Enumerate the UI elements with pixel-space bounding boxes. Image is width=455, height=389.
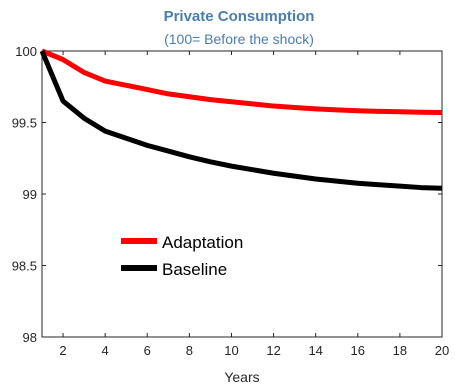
chart-title: Private Consumption bbox=[164, 8, 315, 25]
chart-subtitle: (100= Before the shock) bbox=[164, 31, 314, 47]
y-tick-label: 100 bbox=[15, 44, 37, 59]
series-line-baseline bbox=[39, 50, 443, 191]
y-tick-label: 99 bbox=[23, 187, 37, 202]
y-tick-label: 99.5 bbox=[12, 116, 37, 131]
legend-label-baseline: Baseline bbox=[162, 260, 227, 279]
plot-area bbox=[41, 50, 443, 338]
x-tick-label: 10 bbox=[224, 343, 238, 358]
x-tick-label: 16 bbox=[351, 343, 365, 358]
x-tick-label: 18 bbox=[393, 343, 407, 358]
x-tick-label: 6 bbox=[144, 343, 151, 358]
y-tick-label: 98 bbox=[23, 330, 37, 345]
y-tick-label: 98.5 bbox=[12, 259, 37, 274]
x-tick-label: 12 bbox=[266, 343, 280, 358]
x-tick-label: 2 bbox=[59, 343, 66, 358]
axis-ticks: 2 4 6 8 10 12 14 16 18 20 98 98.5 99 99.5 100 bbox=[12, 44, 450, 358]
legend-label-adaptation: Adaptation bbox=[162, 233, 243, 252]
x-tick-label: 4 bbox=[102, 343, 109, 358]
x-tick-label: 20 bbox=[435, 343, 449, 358]
x-tick-label: 8 bbox=[186, 343, 193, 358]
x-tick-label: 14 bbox=[308, 343, 322, 358]
x-axis-label: Years bbox=[224, 369, 259, 385]
legend: Adaptation Baseline bbox=[121, 233, 243, 279]
series-line-adaptation bbox=[41, 48, 443, 115]
series-lines bbox=[39, 48, 443, 191]
